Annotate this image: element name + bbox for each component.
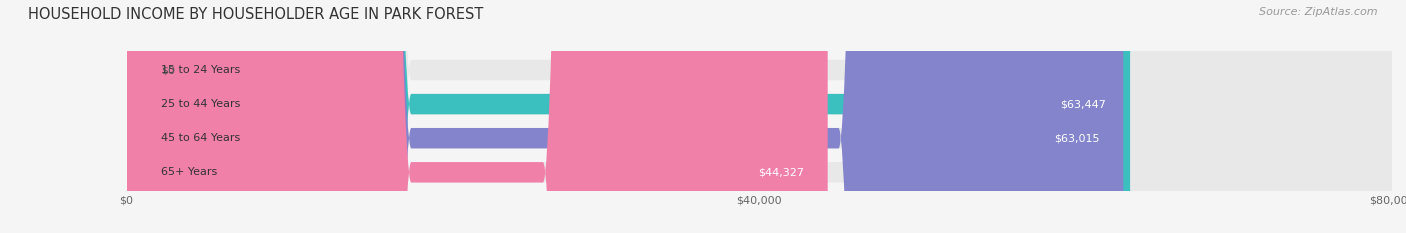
FancyBboxPatch shape xyxy=(127,0,1392,233)
Text: 45 to 64 Years: 45 to 64 Years xyxy=(162,133,240,143)
FancyBboxPatch shape xyxy=(127,0,1130,233)
Text: $44,327: $44,327 xyxy=(758,167,804,177)
FancyBboxPatch shape xyxy=(127,0,1392,233)
Text: 15 to 24 Years: 15 to 24 Years xyxy=(162,65,240,75)
Text: HOUSEHOLD INCOME BY HOUSEHOLDER AGE IN PARK FOREST: HOUSEHOLD INCOME BY HOUSEHOLDER AGE IN P… xyxy=(28,7,484,22)
FancyBboxPatch shape xyxy=(127,0,1123,233)
Text: 65+ Years: 65+ Years xyxy=(162,167,218,177)
FancyBboxPatch shape xyxy=(127,0,1392,233)
Text: Source: ZipAtlas.com: Source: ZipAtlas.com xyxy=(1260,7,1378,17)
Text: $63,015: $63,015 xyxy=(1054,133,1099,143)
FancyBboxPatch shape xyxy=(127,0,1392,233)
FancyBboxPatch shape xyxy=(127,0,828,233)
Text: $63,447: $63,447 xyxy=(1060,99,1107,109)
Text: $0: $0 xyxy=(162,65,176,75)
Text: 25 to 44 Years: 25 to 44 Years xyxy=(162,99,240,109)
